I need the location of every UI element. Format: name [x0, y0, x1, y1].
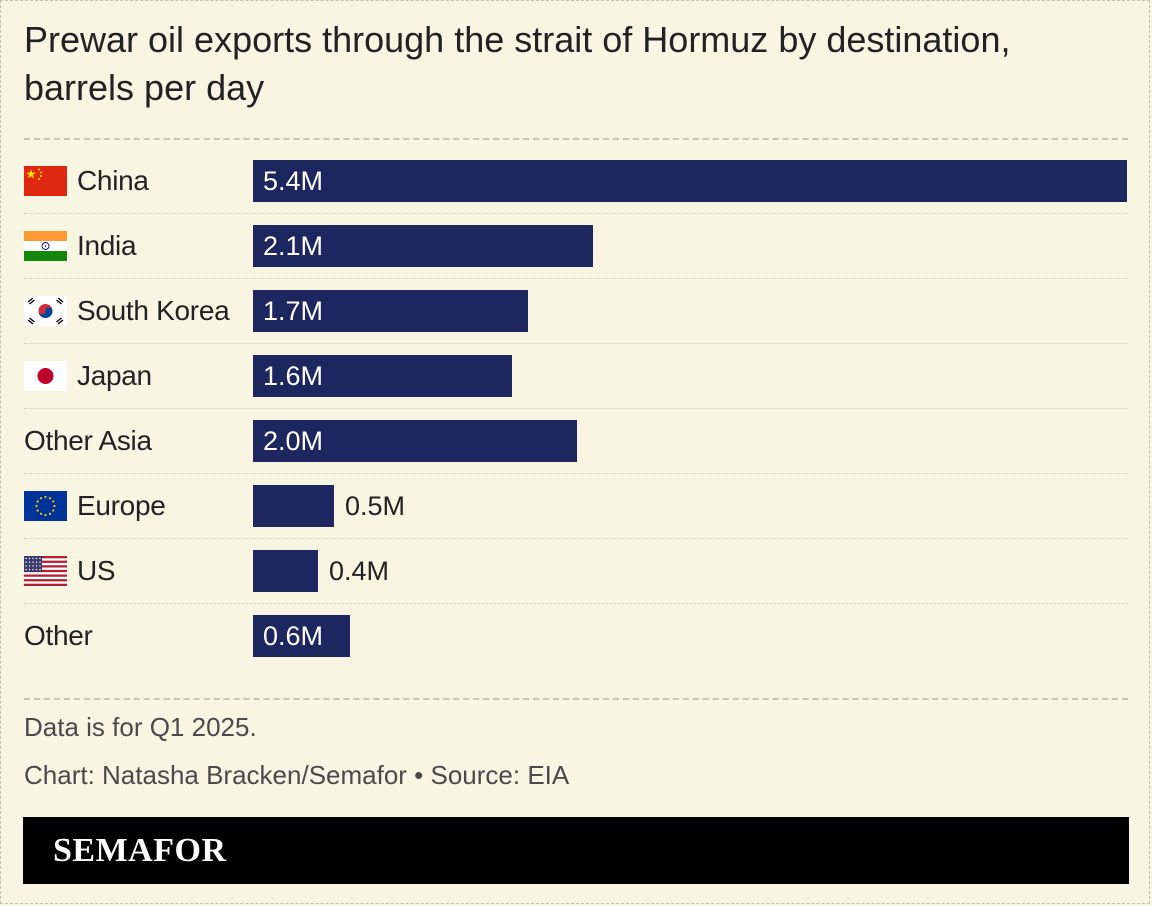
category-label: Japan [24, 355, 152, 397]
row-divider [24, 343, 1128, 344]
category-name: China [77, 165, 149, 196]
bar-chart: China 5.4M India 2.1M South Korea 1.7M Japan 1.… [0, 160, 1152, 680]
bar-row: Japan 1.6M [0, 355, 1152, 420]
semafor-logo: SEMAFOR [53, 832, 227, 869]
value-label: 0.6M [263, 621, 324, 651]
row-divider [24, 408, 1128, 409]
bar-row: Other 0.6M [0, 615, 1152, 680]
chart-title: Prewar oil exports through the strait of… [24, 19, 1011, 108]
value-label: 2.0M [263, 426, 324, 456]
top-divider [24, 138, 1128, 140]
bar-row: US 0.4M [0, 550, 1152, 615]
bar-row: China 5.4M [0, 160, 1152, 225]
value-label: 2.1M [263, 231, 324, 261]
row-divider [24, 213, 1128, 214]
south-korea-flag-icon [24, 296, 67, 326]
bottom-divider [24, 698, 1128, 700]
row-divider [24, 473, 1128, 474]
data-note: Data is for Q1 2025. [24, 712, 257, 742]
india-flag-icon [24, 231, 67, 261]
value-label: 5.4M [263, 166, 324, 196]
bar [253, 550, 318, 592]
category-name: US [77, 555, 116, 586]
china-flag-icon [24, 166, 67, 196]
category-name: India [77, 230, 137, 261]
category-name: Other Asia [24, 425, 152, 456]
category-label: US [24, 550, 116, 592]
value-label: 1.6M [263, 361, 324, 391]
bar [253, 420, 577, 462]
bar-row: Other Asia 2.0M [0, 420, 1152, 485]
us-flag-icon [24, 556, 67, 586]
category-label: South Korea [24, 290, 230, 332]
bar [253, 225, 593, 267]
bar [253, 615, 350, 657]
chart-credit: Chart: Natasha Bracken/Semafor • Source:… [24, 760, 570, 790]
value-label: 0.5M [345, 491, 406, 521]
category-label: India [24, 225, 137, 267]
row-divider [24, 603, 1128, 604]
bar-row: India 2.1M [0, 225, 1152, 290]
row-divider [24, 278, 1128, 279]
value-label: 0.4M [329, 556, 390, 586]
bar [253, 355, 512, 397]
category-name: South Korea [77, 295, 230, 326]
category-label: Other Asia [24, 420, 152, 462]
row-divider [24, 538, 1128, 539]
bar [253, 485, 334, 527]
category-name: Europe [77, 490, 166, 521]
category-label: China [24, 160, 149, 202]
category-name: Japan [77, 360, 152, 391]
bar-row: South Korea 1.7M [0, 290, 1152, 355]
category-label: Other [24, 615, 93, 657]
category-label: Europe [24, 485, 166, 527]
brand-bar: SEMAFOR [23, 817, 1129, 884]
japan-flag-icon [24, 361, 67, 391]
bar-row: Europe 0.5M [0, 485, 1152, 550]
bar [253, 160, 1127, 202]
category-name: Other [24, 620, 93, 651]
value-label: 1.7M [263, 296, 324, 326]
eu-flag-icon [24, 491, 67, 521]
bar [253, 290, 528, 332]
